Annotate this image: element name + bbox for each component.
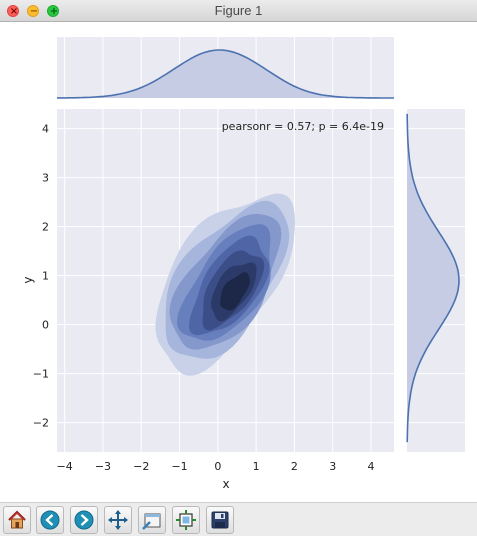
kde-contours — [155, 193, 295, 376]
x-tick-label: −4 — [57, 460, 73, 473]
pan-icon — [108, 510, 128, 530]
back-arrow-icon — [40, 510, 60, 530]
pearsonr-annotation: pearsonr = 0.57; p = 6.4e-19 — [222, 120, 384, 133]
x-tick-label: 3 — [329, 460, 336, 473]
x-tick-label: 1 — [253, 460, 260, 473]
x-tick-label: 4 — [368, 460, 375, 473]
y-tick-label: 2 — [42, 221, 49, 234]
figure-canvas[interactable]: pearsonr = 0.57; p = 6.4e-19 −4 −3 −2 −1 0 1 2… — [0, 22, 477, 502]
kde-contour-level — [220, 272, 250, 311]
maximize-window-button[interactable]: + — [47, 5, 59, 17]
save-button[interactable] — [206, 506, 234, 534]
x-tick-label: 2 — [291, 460, 298, 473]
minimize-icon: − — [29, 6, 39, 17]
back-button[interactable] — [36, 506, 64, 534]
forward-button[interactable] — [70, 506, 98, 534]
subplots-button[interactable] — [172, 506, 200, 534]
y-tick-labels: −2 −1 0 1 2 3 4 — [33, 123, 49, 430]
x-tick-label: −2 — [133, 460, 149, 473]
save-icon — [211, 511, 229, 529]
y-tick-label: −2 — [33, 417, 49, 430]
y-tick-label: 4 — [42, 123, 49, 136]
joint-plot: pearsonr = 0.57; p = 6.4e-19 −4 −3 −2 −1 0 1 2… — [21, 37, 465, 491]
forward-arrow-icon — [74, 510, 94, 530]
zoom-button[interactable] — [138, 506, 166, 534]
pan-button[interactable] — [104, 506, 132, 534]
close-icon: × — [9, 6, 19, 17]
x-tick-label: −1 — [171, 460, 187, 473]
marginal-x-kde-fill — [57, 50, 394, 98]
x-tick-label: 0 — [214, 460, 221, 473]
y-tick-label: −1 — [33, 368, 49, 381]
y-tick-label: 3 — [42, 172, 49, 185]
minimize-window-button[interactable]: − — [27, 5, 39, 17]
home-icon — [8, 510, 26, 529]
x-tick-label: −3 — [95, 460, 111, 473]
x-axis-label: x — [222, 477, 229, 491]
marginal-y-kde-line — [406, 113, 460, 443]
x-tick-labels: −4 −3 −2 −1 0 1 2 3 4 — [57, 460, 375, 473]
subplots-icon — [176, 510, 196, 530]
navigation-toolbar — [0, 502, 477, 536]
marginal-x-kde-line — [57, 49, 394, 99]
close-window-button[interactable]: × — [7, 5, 19, 17]
y-tick-label: 1 — [42, 270, 49, 283]
home-button[interactable] — [3, 506, 31, 534]
y-tick-label: 0 — [42, 319, 49, 332]
title-bar: × − + Figure 1 — [0, 0, 477, 22]
marginal-y-kde-fill — [407, 113, 459, 443]
maximize-icon: + — [49, 6, 59, 17]
zoom-rect-icon — [142, 513, 161, 530]
window-title: Figure 1 — [214, 3, 263, 18]
y-axis-label: y — [21, 276, 35, 283]
